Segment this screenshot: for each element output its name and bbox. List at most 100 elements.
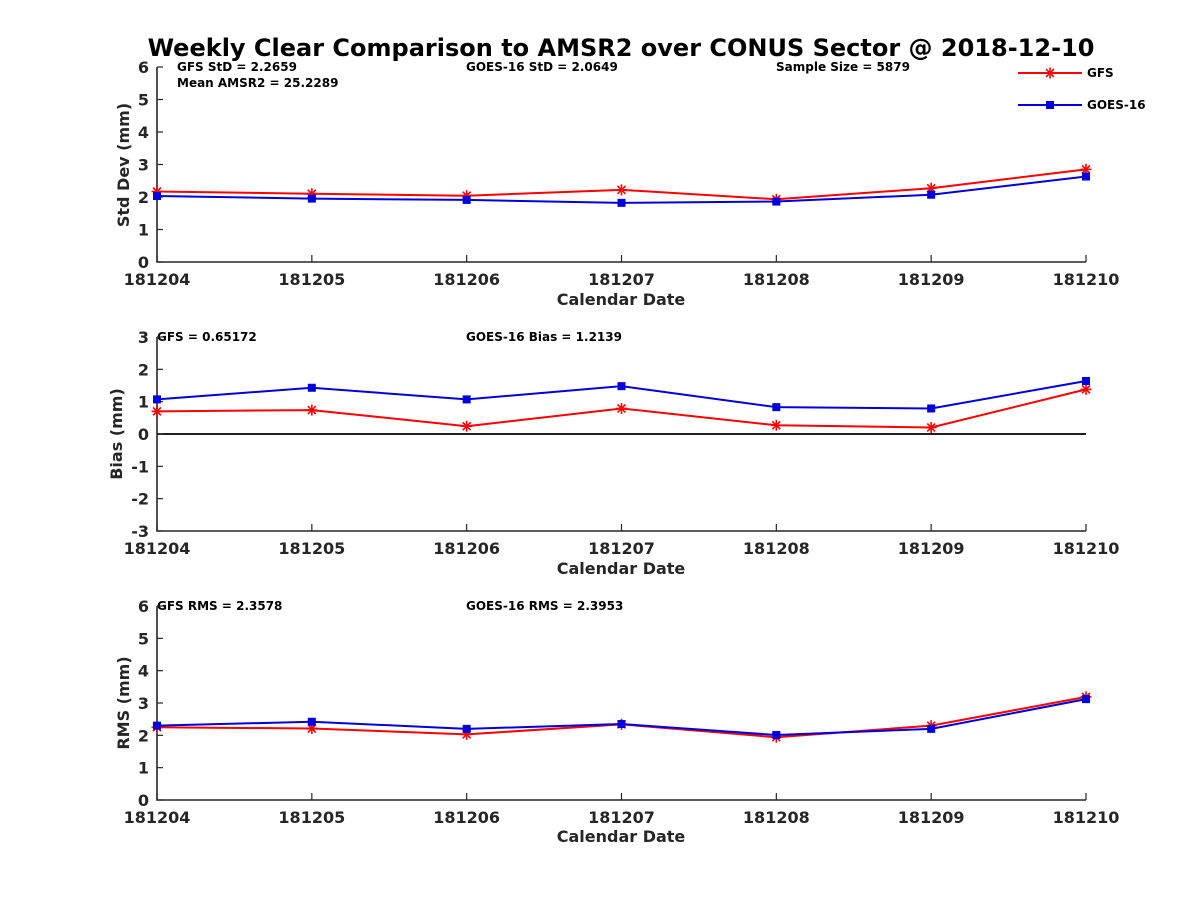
legend-goes-label: GOES-16 xyxy=(1087,98,1146,112)
data-point-goes-16 xyxy=(927,404,936,413)
data-point-goes-16 xyxy=(927,190,936,199)
data-point-gfs xyxy=(1080,383,1092,395)
x-tick-label: 181210 xyxy=(1053,270,1120,289)
x-axis-label: Calendar Date xyxy=(557,290,686,309)
data-point-gfs xyxy=(306,404,318,416)
annotation-goes-bias: GOES-16 Bias = 1.2139 xyxy=(466,330,622,344)
y-tick-label: 1 xyxy=(138,393,149,412)
data-point-goes-16 xyxy=(1082,376,1090,385)
y-tick-label: 1 xyxy=(138,221,149,240)
data-point-goes-16 xyxy=(307,717,316,726)
data-point-goes-16 xyxy=(617,720,626,729)
legend-gfs-marker xyxy=(1044,67,1056,79)
legend: GFS GOES-16 xyxy=(1018,66,1146,112)
annotation-gfs-rms: GFS RMS = 2.3578 xyxy=(157,599,282,613)
chart-title: Weekly Clear Comparison to AMSR2 over CO… xyxy=(148,34,1095,62)
x-tick-label: 181205 xyxy=(278,539,345,558)
data-point-goes-16 xyxy=(153,395,161,404)
axis-frame xyxy=(156,67,1086,263)
data-point-goes-16 xyxy=(153,721,161,730)
data-point-gfs xyxy=(770,419,782,431)
legend-goes-marker xyxy=(1046,101,1054,109)
y-tick-label: 5 xyxy=(138,629,149,648)
data-point-goes-16 xyxy=(617,198,626,207)
y-tick-label: 4 xyxy=(138,123,149,142)
x-tick-label: 181208 xyxy=(743,539,810,558)
data-point-goes-16 xyxy=(1082,172,1090,181)
data-point-gfs xyxy=(925,422,937,434)
x-tick-label: 181207 xyxy=(588,270,655,289)
y-tick-label: -1 xyxy=(131,457,149,476)
data-point-goes-16 xyxy=(307,194,316,203)
y-tick-label: 6 xyxy=(138,58,149,77)
annotation-goes-rms: GOES-16 RMS = 2.3953 xyxy=(466,599,623,613)
x-tick-label: 181204 xyxy=(124,270,191,289)
x-tick-label: 181208 xyxy=(743,270,810,289)
y-axis-label: Bias (mm) xyxy=(107,388,126,480)
data-point-goes-16 xyxy=(462,724,471,733)
y-tick-label: 0 xyxy=(138,791,149,810)
legend-goes-square-icon xyxy=(1046,101,1054,109)
x-tick-label: 181206 xyxy=(433,270,500,289)
data-point-gfs xyxy=(461,420,473,432)
data-point-gfs xyxy=(151,405,163,417)
annotation-mean-amsr2: Mean AMSR2 = 25.2289 xyxy=(177,76,338,90)
data-point-goes-16 xyxy=(307,383,316,392)
axis-frame xyxy=(156,606,1086,801)
y-tick-label: 2 xyxy=(138,726,149,745)
annotation-gfs-bias: GFS = 0.65172 xyxy=(157,330,257,344)
data-point-gfs xyxy=(616,402,627,414)
y-tick-label: 1 xyxy=(138,759,149,778)
x-tick-label: 181206 xyxy=(433,539,500,558)
x-tick-label: 181207 xyxy=(588,539,655,558)
y-tick-label: 3 xyxy=(138,694,149,713)
y-tick-label: -2 xyxy=(131,490,149,509)
x-tick-label: 181209 xyxy=(898,808,965,827)
x-tick-label: 181209 xyxy=(898,539,965,558)
legend-gfs-label: GFS xyxy=(1087,66,1114,80)
panel-rms: GFS RMS = 2.3578 GOES-16 RMS = 2.3953 RM… xyxy=(114,597,1119,846)
data-point-goes-16 xyxy=(1082,695,1090,704)
data-point-goes-16 xyxy=(927,724,936,733)
y-tick-label: 0 xyxy=(138,425,149,444)
y-tick-label: 0 xyxy=(138,253,149,272)
data-point-goes-16 xyxy=(772,403,781,412)
y-axis-label: Std Dev (mm) xyxy=(114,103,133,227)
x-tick-label: 181206 xyxy=(433,808,500,827)
y-tick-label: 5 xyxy=(138,91,149,110)
x-axis-label: Calendar Date xyxy=(557,827,686,846)
data-point-goes-16 xyxy=(772,197,781,206)
x-tick-label: 181205 xyxy=(278,808,345,827)
x-axis-label: Calendar Date xyxy=(557,559,686,578)
data-point-gfs xyxy=(616,184,627,196)
legend-gfs-asterisk-icon xyxy=(1044,67,1056,79)
x-tick-label: 181204 xyxy=(124,808,191,827)
data-point-goes-16 xyxy=(617,382,626,391)
x-tick-label: 181210 xyxy=(1053,808,1120,827)
annotation-gfs-std: GFS StD = 2.2659 xyxy=(177,60,297,74)
y-tick-label: 2 xyxy=(138,360,149,379)
data-point-goes-16 xyxy=(772,731,781,740)
y-tick-label: -3 xyxy=(131,522,149,541)
y-tick-label: 3 xyxy=(138,328,149,347)
x-tick-label: 181204 xyxy=(124,539,191,558)
annotation-goes-std: GOES-16 StD = 2.0649 xyxy=(466,60,618,74)
y-tick-label: 3 xyxy=(138,156,149,175)
y-tick-label: 4 xyxy=(138,662,149,681)
x-tick-label: 181209 xyxy=(898,270,965,289)
annotation-sample-size: Sample Size = 5879 xyxy=(776,60,910,74)
x-tick-label: 181207 xyxy=(588,808,655,827)
y-tick-label: 2 xyxy=(138,188,149,207)
panel-std-dev: GFS StD = 2.2659 Mean AMSR2 = 25.2289 GO… xyxy=(114,58,1119,309)
data-point-goes-16 xyxy=(462,195,471,204)
panel-bias: GFS = 0.65172 GOES-16 Bias = 1.2139 Bias… xyxy=(107,328,1119,578)
x-tick-label: 181208 xyxy=(743,808,810,827)
data-point-goes-16 xyxy=(462,395,471,404)
y-axis-label: RMS (mm) xyxy=(114,656,133,749)
series-line-gfs xyxy=(156,695,1087,739)
x-tick-label: 181205 xyxy=(278,270,345,289)
data-point-goes-16 xyxy=(153,192,161,201)
data-point-gfs xyxy=(1080,163,1092,175)
y-tick-label: 6 xyxy=(138,597,149,616)
